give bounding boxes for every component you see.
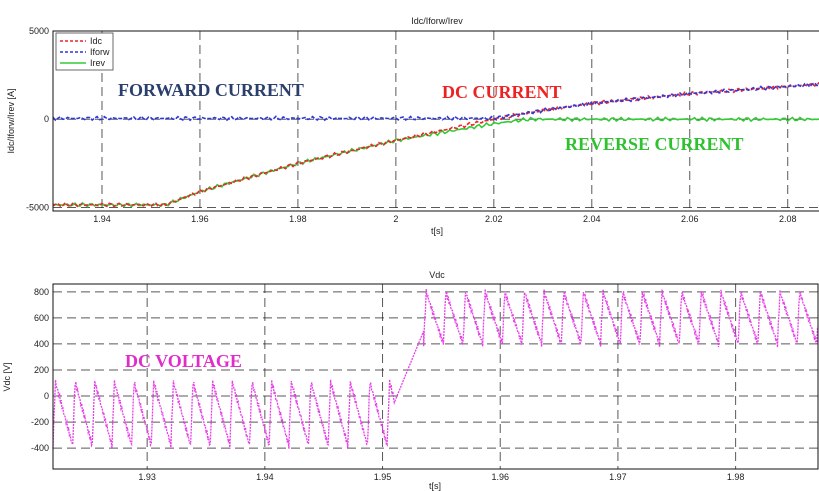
top-chart: 1.94 1.96 1.98 2 2.02 2.04 2.06 2.08 -5000 0 5000 [26, 26, 819, 224]
dc-voltage-annotation: DC VOLTAGE [125, 351, 242, 371]
top-x-tick-label: 1.98 [289, 214, 307, 224]
top-chart-legend: Idc Iforw Irev [55, 32, 114, 71]
legend-idc-label: Idc [90, 36, 103, 46]
series-vdc-line [52, 288, 819, 449]
bottom-y-tick-label: -400 [31, 443, 49, 453]
top-x-tick-label: 1.96 [191, 214, 209, 224]
bottom-y-axis-label: Vdc [V] [2, 362, 12, 391]
dc-current-annotation: DC CURRENT [442, 82, 562, 102]
bottom-y-tick-label: 200 [34, 365, 49, 375]
top-y-axis-label: Idc/Iforw/Irev [A] [6, 88, 16, 153]
bottom-x-tick-label: 1.96 [491, 472, 509, 482]
legend-iforw-label: Iforw [90, 47, 110, 57]
series-irev-line [53, 116, 819, 208]
legend-irev-label: Irev [90, 58, 106, 68]
bottom-chart: 1.93 1.94 1.95 1.96 1.97 1.98 -400 -200 0 200 400… [31, 283, 819, 482]
bottom-chart-frame [52, 283, 819, 470]
top-x-axis-label: t[s] [431, 226, 443, 236]
forward-current-annotation: FORWARD CURRENT [118, 80, 304, 100]
series-iforw-line [52, 82, 819, 122]
bottom-y-tick-label: 800 [34, 287, 49, 297]
bottom-x-tick-label: 1.94 [256, 472, 274, 482]
top-x-tick-label: 2 [393, 214, 398, 224]
top-y-tick-label: 5000 [29, 26, 49, 36]
bottom-x-tick-label: 1.97 [609, 472, 627, 482]
bottom-x-axis-label: t[s] [429, 481, 441, 491]
bottom-y-tick-label: 600 [34, 313, 49, 323]
bottom-x-tick-label: 1.95 [374, 472, 392, 482]
bottom-x-tick-label: 1.98 [727, 472, 745, 482]
reverse-current-annotation: REVERSE CURRENT [565, 134, 744, 154]
top-x-tick-label: 2.04 [583, 214, 601, 224]
top-y-tick-label: -5000 [26, 202, 49, 212]
top-x-tick-label: 1.94 [93, 214, 111, 224]
top-x-tick-label: 2.08 [779, 214, 797, 224]
top-chart-frame [52, 30, 819, 212]
top-x-tick-label: 2.06 [681, 214, 699, 224]
bottom-y-tick-label: 400 [34, 339, 49, 349]
bottom-y-tick-label: 0 [44, 391, 49, 401]
top-x-tick-label: 2.02 [485, 214, 503, 224]
top-chart-title: Idc/Iforw/Irev [411, 16, 463, 26]
bottom-x-tick-label: 1.93 [138, 472, 156, 482]
bottom-y-tick-label: -200 [31, 417, 49, 427]
top-y-tick-label: 0 [44, 114, 49, 124]
series-idc-line [52, 81, 819, 208]
bottom-chart-title: Vdc [429, 270, 445, 280]
